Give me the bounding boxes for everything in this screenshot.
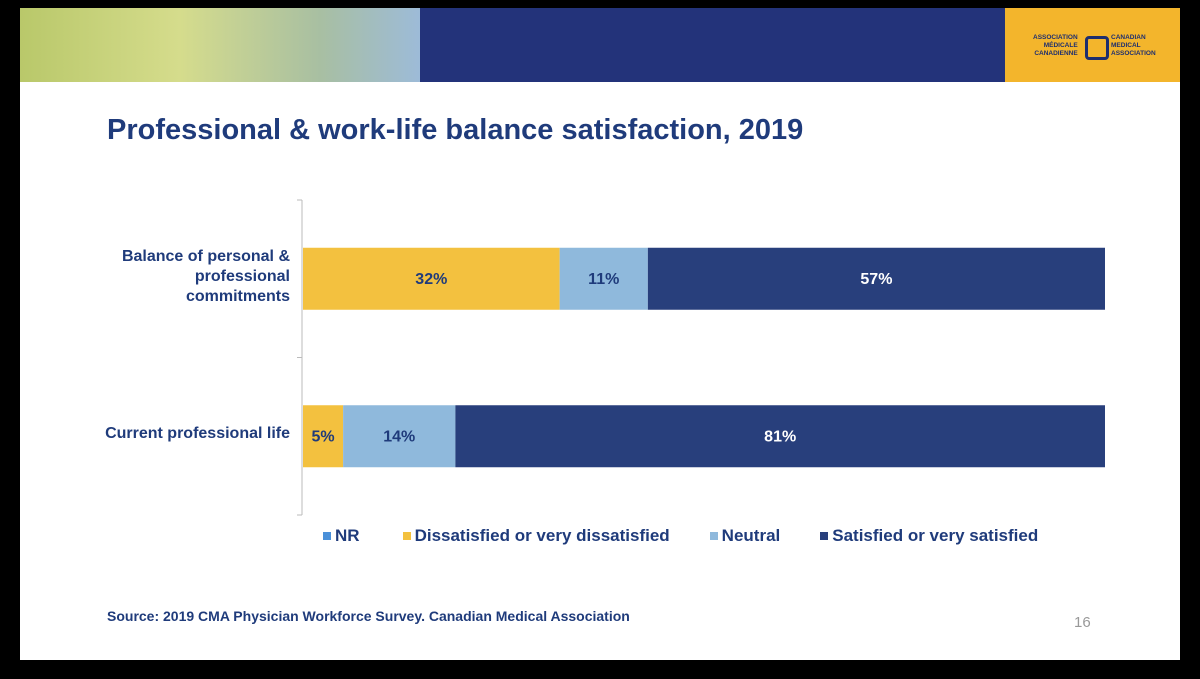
bar-segment: [559, 247, 648, 310]
logo-line: ASSOCIATION: [1033, 34, 1078, 41]
bar-segment: [647, 247, 1105, 310]
legend-item: Dissatisfied or very dissatisfied: [402, 526, 670, 546]
bar-segment: [455, 405, 1105, 468]
chart-title: Professional & work-life balance satisfa…: [107, 114, 804, 146]
logo-line: MÉDICALE: [1043, 42, 1078, 49]
legend-item: Neutral: [709, 526, 781, 546]
legend-swatch: [402, 532, 411, 540]
logo-text-en: CANADIAN MEDICAL ASSOCIATION: [1111, 34, 1156, 58]
legend-label: Neutral: [721, 526, 781, 545]
logo-text-fr: ASSOCIATION MÉDICALE CANADIENNE: [1033, 34, 1078, 58]
chart: 32% 11% 57% 5% 14% 81%: [297, 199, 1105, 516]
bar-segment: [343, 405, 456, 468]
data-label: 57%: [860, 271, 892, 288]
logo: ASSOCIATION MÉDICALE CANADIENNE CANADIAN…: [1005, 8, 1180, 82]
banner-photo: [20, 8, 420, 82]
y-tick-label: Current professional life: [105, 425, 290, 443]
bar-segment: [303, 247, 560, 310]
data-label: 32%: [415, 271, 447, 288]
data-label: 81%: [764, 428, 796, 445]
legend-label: Dissatisfied or very dissatisfied: [414, 526, 670, 545]
y-tick-label: Balance of personal & professional commi…: [121, 247, 290, 305]
bar-segment: [303, 405, 344, 468]
legend-item: Satisfied or very satisfied: [820, 526, 1038, 546]
data-label: 11%: [588, 271, 619, 288]
page-number: 16: [1074, 614, 1091, 631]
banner: [420, 8, 1005, 82]
source: Source: 2019 CMA Physician Workforce Sur…: [107, 608, 630, 624]
legend-label: NR: [335, 526, 360, 545]
logo-mark: [1085, 36, 1109, 60]
data-label: 5%: [311, 428, 334, 445]
logo-line: CANADIAN: [1111, 34, 1146, 41]
data-label: 14%: [383, 428, 415, 445]
logo-line: MEDICAL: [1111, 42, 1141, 49]
legend-swatch: [323, 532, 331, 540]
slide: ASSOCIATION MÉDICALE CANADIENNE CANADIAN…: [20, 8, 1180, 660]
legend-swatch: [709, 532, 718, 540]
logo-line: CANADIENNE: [1034, 50, 1078, 57]
legend-item: NR: [323, 526, 360, 546]
logo-line: ASSOCIATION: [1111, 50, 1156, 57]
legend-swatch: [820, 532, 829, 540]
legend-label: Satisfied or very satisfied: [832, 526, 1039, 545]
legend: NR Dissatisfied or very dissatisfied Neutr…: [323, 526, 1078, 546]
